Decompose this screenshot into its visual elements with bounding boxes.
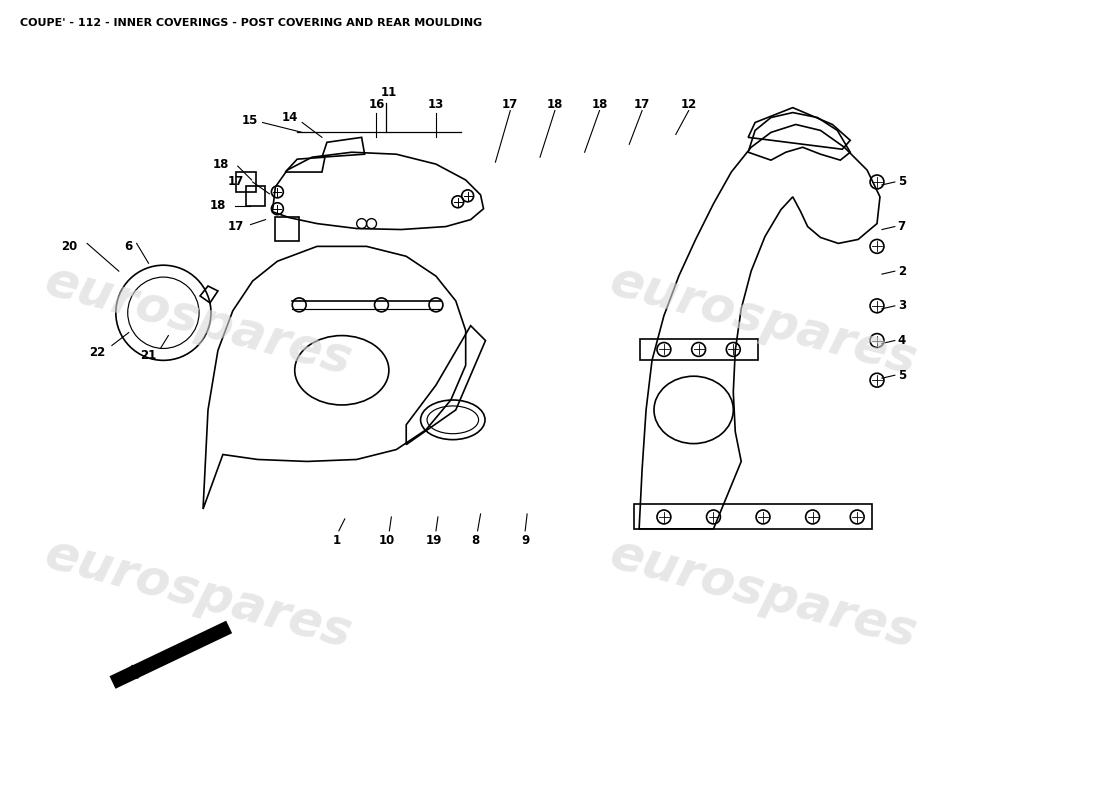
- Text: 3: 3: [898, 299, 905, 312]
- Text: 13: 13: [428, 98, 444, 111]
- Text: 11: 11: [381, 86, 396, 99]
- Text: 5: 5: [898, 369, 906, 382]
- Text: 10: 10: [378, 534, 395, 547]
- Text: 2: 2: [898, 265, 905, 278]
- Text: 17: 17: [228, 175, 244, 189]
- Text: 18: 18: [592, 98, 607, 111]
- Text: 1: 1: [333, 534, 341, 547]
- Text: 4: 4: [898, 334, 906, 347]
- Text: 17: 17: [228, 220, 244, 233]
- Text: 17: 17: [634, 98, 650, 111]
- Text: eurospares: eurospares: [604, 529, 922, 658]
- Text: 15: 15: [241, 114, 257, 127]
- Text: 5: 5: [898, 175, 906, 189]
- Text: eurospares: eurospares: [40, 529, 356, 658]
- Text: 7: 7: [898, 220, 905, 233]
- Text: 17: 17: [503, 98, 518, 111]
- Text: 21: 21: [141, 349, 156, 362]
- Text: 12: 12: [681, 98, 696, 111]
- Text: 22: 22: [89, 346, 106, 359]
- Text: 18: 18: [212, 158, 229, 170]
- Text: 9: 9: [521, 534, 529, 547]
- Bar: [235, 172, 255, 192]
- Bar: [245, 186, 265, 206]
- Text: 20: 20: [62, 240, 77, 253]
- Text: 16: 16: [368, 98, 385, 111]
- Text: 19: 19: [426, 534, 442, 547]
- Text: eurospares: eurospares: [604, 257, 922, 385]
- Text: 6: 6: [124, 240, 133, 253]
- Text: 8: 8: [472, 534, 480, 547]
- Text: 14: 14: [282, 111, 298, 124]
- Text: 18: 18: [210, 199, 227, 212]
- Text: eurospares: eurospares: [40, 257, 356, 385]
- Text: COUPE' - 112 - INNER COVERINGS - POST COVERING AND REAR MOULDING: COUPE' - 112 - INNER COVERINGS - POST CO…: [20, 18, 482, 29]
- Text: 18: 18: [547, 98, 563, 111]
